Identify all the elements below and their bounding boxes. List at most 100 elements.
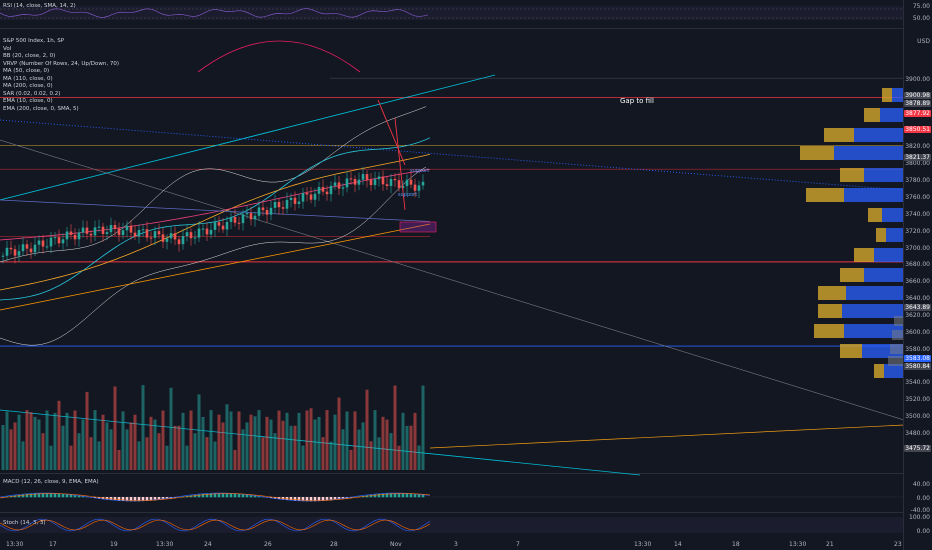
legend-sar[interactable]: SAR (0.02, 0.02, 0.2) — [3, 90, 61, 97]
volume-bar — [169, 387, 173, 470]
price-tag[interactable]: 3475.72 — [904, 445, 931, 452]
volume-bar — [13, 422, 17, 470]
vp-down-bar — [876, 228, 886, 242]
volume-bar — [345, 411, 349, 470]
macd-histogram-bar — [237, 493, 241, 498]
candle-body — [57, 237, 61, 244]
vp-down-bar — [882, 88, 892, 102]
main-legend: S&P 500 Index, 1h, SP Vol BB (20, close,… — [3, 38, 119, 113]
legend-ema10[interactable]: EMA (10, close, 0) — [3, 98, 53, 104]
price-tag[interactable]: 3583.08 — [904, 355, 931, 362]
candle-body — [73, 234, 77, 240]
candle-body — [337, 182, 341, 189]
candle-body — [121, 230, 125, 236]
time-tick: 3 — [454, 541, 458, 548]
macd-histogram-bar — [233, 493, 237, 498]
macd-histogram-bar — [225, 493, 229, 498]
price-axis[interactable]: 75.00 50.00 USD 3900.003880.003860.00384… — [903, 0, 932, 550]
volume-bar — [373, 410, 377, 470]
price-tag[interactable]: 3878.89 — [904, 100, 931, 107]
candle-body — [421, 181, 425, 186]
gap-to-fill-annotation[interactable]: Gap to fill — [620, 97, 654, 105]
volume-bar — [209, 410, 213, 470]
candle-body — [137, 230, 141, 237]
volume-bar — [365, 389, 369, 470]
time-tick: 26 — [264, 541, 272, 548]
candle-body — [345, 178, 349, 188]
volume-bar — [69, 445, 73, 470]
volume-bar — [237, 411, 241, 470]
volume-bar — [121, 411, 125, 470]
candle-body — [397, 180, 401, 189]
candle-body — [309, 194, 313, 200]
macd-histogram-bar — [133, 497, 137, 502]
time-tick: 28 — [330, 541, 338, 548]
candle-body — [1, 255, 5, 257]
candle-body — [61, 239, 65, 244]
volume-bar — [245, 422, 249, 470]
candle-body — [249, 213, 253, 220]
volume-bar — [205, 437, 209, 470]
price-tag[interactable]: 3850.51 — [904, 126, 931, 133]
volume-bar — [41, 433, 45, 470]
vp-down-bar — [818, 304, 842, 318]
trendline-dotted — [0, 119, 904, 191]
candle-body — [313, 193, 317, 200]
price-tag[interactable]: 3643.89 — [904, 304, 931, 311]
legend-vol[interactable]: Vol — [3, 45, 12, 52]
macd-histogram-bar — [313, 497, 317, 502]
legend-ma50[interactable]: MA (50, close, 0) — [3, 68, 50, 74]
macd-histogram-bar — [129, 497, 133, 502]
target-box — [399, 221, 437, 233]
macd-histogram-bar — [93, 497, 97, 498]
price-tag[interactable]: 3821.37 — [904, 154, 931, 161]
candle-body — [417, 185, 421, 191]
time-tick: 13:30 — [156, 541, 174, 548]
candle-body — [41, 240, 45, 247]
volume-bar — [37, 419, 41, 470]
macd-histogram-bar — [301, 497, 305, 502]
macd-histogram-bar — [421, 494, 425, 498]
volume-bar — [193, 433, 197, 470]
candle-body — [173, 233, 177, 240]
price-tick: 3480.00 — [905, 429, 930, 437]
ema200-line — [0, 223, 431, 311]
price-chart-canvas[interactable] — [0, 0, 904, 550]
macd-tick-40: 40.00 — [912, 481, 930, 488]
volume-bar — [405, 425, 409, 470]
support-annotation-2[interactable]: support — [398, 192, 418, 198]
price-tag[interactable]: 3580.84 — [904, 363, 931, 370]
candle-body — [293, 197, 297, 204]
candle-body — [89, 233, 93, 236]
volume-bar — [57, 400, 61, 470]
volume-bar — [161, 410, 165, 470]
volume-bar — [157, 433, 161, 470]
candle-body — [109, 225, 113, 233]
macd-histogram-bar — [49, 493, 53, 498]
rsi-band — [0, 6, 904, 20]
symbol-title[interactable]: S&P 500 Index, 1h, SP — [3, 38, 65, 44]
price-tick: 3620.00 — [905, 311, 930, 319]
candle-body — [277, 201, 281, 208]
candle-body — [413, 184, 417, 191]
vp-down-bar — [840, 268, 864, 282]
legend-ma110[interactable]: MA (110, close, 0) — [3, 75, 53, 82]
candle-body — [105, 232, 109, 234]
macd-histogram-bar — [153, 497, 157, 501]
legend-ma200[interactable]: MA (200, close, 0) — [3, 83, 53, 89]
legend-vrvp[interactable]: VRVP (Number Of Rows, 24, Up/Down, 70) — [3, 60, 120, 67]
support-annotation-1[interactable]: support — [410, 168, 430, 174]
vp-up-bar — [846, 286, 904, 300]
volume-bar — [105, 422, 109, 470]
macd-histogram-bar — [21, 494, 25, 498]
price-tag[interactable]: 3877.92 — [904, 110, 931, 117]
stoch-tick-0: 0.00 — [916, 528, 930, 535]
volume-bar — [221, 422, 225, 470]
macd-histogram-bar — [369, 494, 373, 498]
macd-histogram-bar — [209, 493, 213, 498]
volume-bar — [281, 420, 285, 470]
price-tag[interactable]: 3900.98 — [904, 92, 931, 99]
legend-ema200[interactable]: EMA (200, close, 0, SMA, 5) — [3, 105, 79, 112]
legend-bb[interactable]: BB (20, close, 2, 0) — [3, 53, 56, 59]
macd-histogram-bar — [217, 493, 221, 498]
